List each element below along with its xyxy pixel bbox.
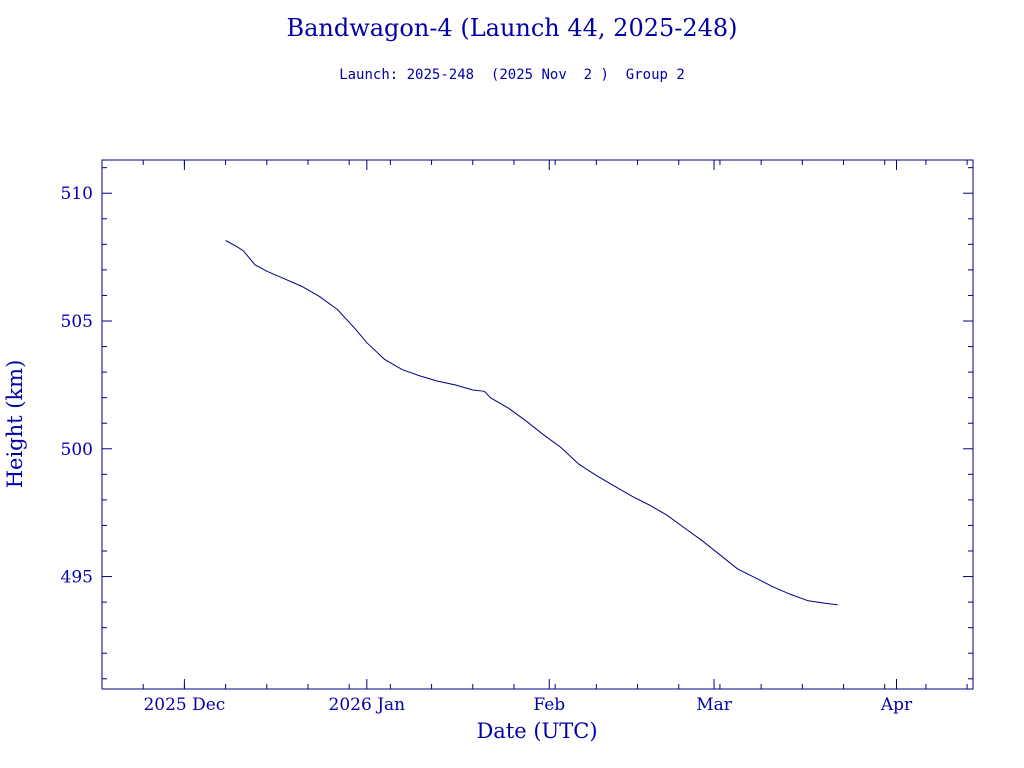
y-tick-label: 505 (61, 312, 93, 332)
y-axis: 495 500 505 510 (61, 167, 973, 680)
chart-title: Bandwagon-4 (Launch 44, 2025-248) (286, 14, 738, 42)
plot-frame (101, 159, 974, 690)
y-tick-label: 500 (61, 440, 93, 460)
x-axis-title: Date (UTC) (476, 719, 597, 743)
y-tick-label: 495 (61, 568, 93, 588)
chart-subtitle: Launch: 2025-248 (2025 Nov 2 ) Group 2 (339, 67, 685, 83)
x-tick-label: Feb (533, 695, 565, 715)
y-axis-title: Height (km) (3, 360, 27, 489)
x-tick-label: 2025 Dec (143, 695, 225, 715)
x-tick-label: Apr (880, 695, 913, 715)
y-tick-label: 510 (61, 184, 93, 204)
x-axis: 2025 Dec 2026 Jan Feb Mar Apr (101, 160, 968, 715)
x-tick-label: Mar (696, 695, 733, 715)
x-tick-label: 2026 Jan (329, 695, 406, 715)
height-series-line (225, 240, 838, 606)
